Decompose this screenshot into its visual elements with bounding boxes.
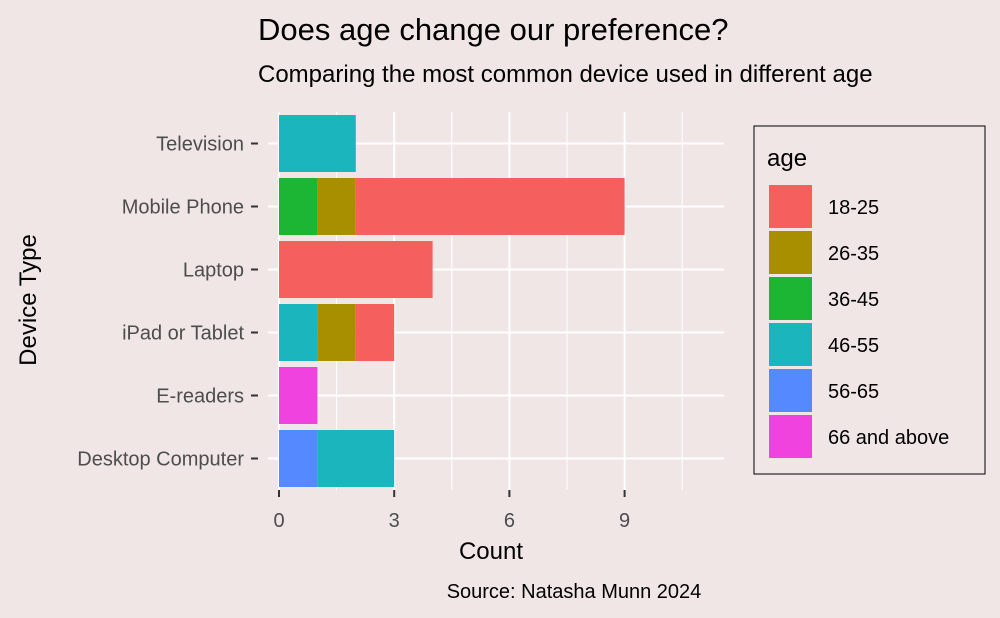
legend-swatch: [769, 277, 812, 320]
bars: [279, 115, 625, 487]
y-axis-ticks: Desktop Computer E-readers iPad or Tablet L…: [77, 134, 258, 471]
y-axis-title: Device Type: [15, 234, 42, 366]
legend-label: 26-35: [828, 243, 879, 265]
legend-swatch: [769, 185, 812, 228]
legend-label: 18-25: [828, 197, 879, 219]
bar-segment: [317, 178, 356, 235]
bar-segment: [279, 115, 356, 172]
y-tick-label: Desktop Computer: [77, 449, 244, 471]
chart-subtitle: Comparing the most common device used in…: [258, 61, 873, 88]
y-tick-label: Television: [156, 134, 244, 156]
bar-segment: [355, 304, 395, 361]
chart-title: Does age change our preference?: [258, 12, 729, 47]
legend-swatch: [769, 415, 812, 458]
x-tick-label: 9: [619, 510, 630, 532]
y-tick-label: Laptop: [183, 260, 244, 282]
bar-segment: [279, 304, 318, 361]
y-tick-label: iPad or Tablet: [122, 323, 244, 345]
legend-label: 46-55: [828, 335, 879, 357]
legend-swatch: [769, 369, 812, 412]
legend-label: 66 and above: [828, 427, 949, 449]
legend-label: 36-45: [828, 289, 879, 311]
bar-segment: [355, 178, 625, 235]
legend-label: 56-65: [828, 381, 879, 403]
x-tick-label: 0: [273, 510, 284, 532]
y-tick-label: Mobile Phone: [122, 197, 244, 219]
y-tick-label: E-readers: [156, 386, 244, 408]
x-axis-ticks: 0 3 6 9: [273, 490, 630, 532]
legend-swatch: [769, 323, 812, 366]
x-axis-title: Count: [459, 538, 523, 565]
legend: age 18-25 26-35 36-45 46-55 56-65 66 and abov…: [753, 125, 986, 475]
legend-swatch: [769, 231, 812, 274]
bar-segment: [279, 367, 318, 424]
x-tick-label: 3: [389, 510, 400, 532]
bar-segment: [279, 178, 318, 235]
bar-segment: [279, 430, 318, 487]
bar-segment: [279, 241, 433, 298]
bar-segment: [317, 430, 395, 487]
x-tick-label: 6: [504, 510, 515, 532]
legend-title: age: [767, 145, 807, 172]
bar-segment: [317, 304, 356, 361]
chart-caption: Source: Natasha Munn 2024: [447, 581, 702, 603]
